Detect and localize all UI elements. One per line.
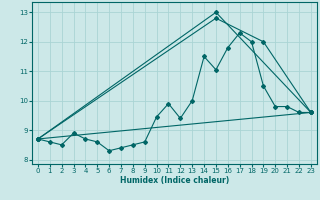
X-axis label: Humidex (Indice chaleur): Humidex (Indice chaleur) <box>120 176 229 185</box>
